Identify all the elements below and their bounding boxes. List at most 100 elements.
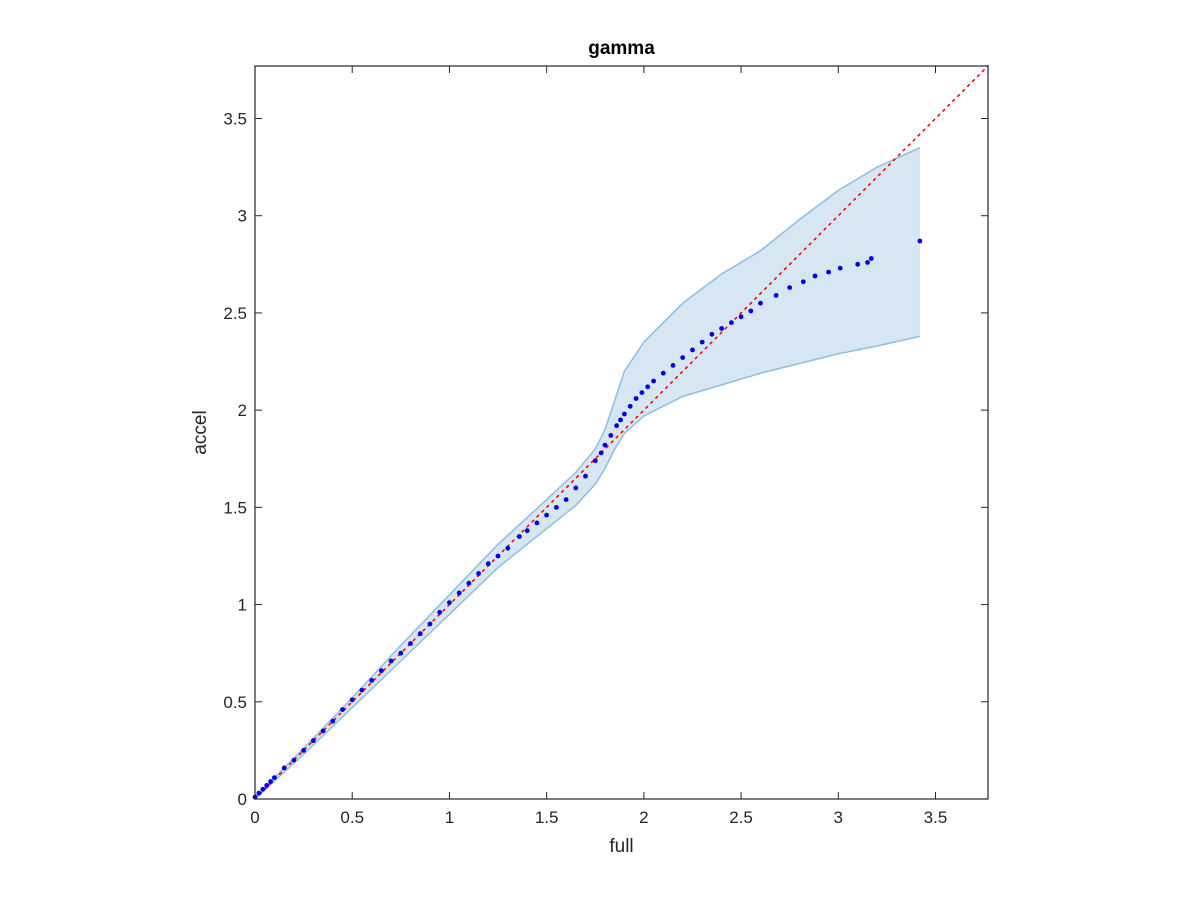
data-point <box>729 320 734 325</box>
data-point <box>268 779 273 784</box>
y-tick-label: 3 <box>238 207 247 226</box>
x-tick-label: 3.5 <box>924 808 948 827</box>
data-point <box>800 279 806 285</box>
data-point <box>320 728 326 734</box>
x-tick-label: 2.5 <box>729 808 753 827</box>
x-tick-label: 1 <box>445 808 454 827</box>
data-point <box>670 363 676 368</box>
data-point <box>758 300 763 306</box>
data-point <box>505 545 511 551</box>
data-point <box>447 600 452 605</box>
data-point <box>633 396 639 401</box>
data-point <box>379 668 384 674</box>
data-point <box>748 308 754 314</box>
data-point <box>639 390 645 395</box>
data-point <box>524 528 530 534</box>
data-point <box>310 738 316 744</box>
data-point <box>417 631 423 637</box>
x-tick-label: 2 <box>639 808 648 827</box>
data-point <box>787 285 793 290</box>
data-point <box>517 534 522 539</box>
data-point <box>865 260 870 265</box>
data-point <box>495 553 501 559</box>
data-point <box>868 256 874 261</box>
data-point <box>598 450 604 456</box>
data-point <box>690 347 695 353</box>
x-tick-label: 3 <box>834 808 843 827</box>
data-point <box>608 433 614 438</box>
data-point <box>826 269 831 275</box>
data-point <box>359 687 365 693</box>
tick-marks <box>254 66 988 800</box>
data-point <box>602 442 608 448</box>
y-tick-label: 3.5 <box>223 109 247 128</box>
confidence-band <box>255 147 920 799</box>
data-point <box>260 786 266 792</box>
data-point <box>408 641 413 646</box>
data-point <box>544 512 549 518</box>
data-point <box>627 403 633 409</box>
data-point <box>651 378 656 384</box>
x-tick-labels: 0 0.5 1 1.5 2 2.5 3 3.5 <box>250 808 947 827</box>
data-point <box>291 757 297 763</box>
confidence-band-upper-edge <box>254 147 921 798</box>
y-tick-label: 0 <box>238 790 247 809</box>
data-point <box>369 678 375 683</box>
data-point <box>660 370 666 376</box>
data-point <box>738 314 744 320</box>
data-point <box>340 707 345 712</box>
data-point <box>456 590 462 596</box>
data-point <box>534 520 540 526</box>
y-tick-label: 2 <box>238 401 247 420</box>
y-tick-label: 0.5 <box>223 693 247 712</box>
y-axis-label: accel <box>190 410 211 454</box>
data-point <box>614 423 619 429</box>
y-tick-label: 1 <box>238 596 247 615</box>
data-point <box>330 718 336 724</box>
data-point <box>349 697 355 703</box>
data-point <box>645 384 651 390</box>
reference-line <box>254 65 989 800</box>
data-point <box>437 609 443 615</box>
chart-title: gamma <box>588 38 655 59</box>
data-point <box>917 238 923 244</box>
data-point <box>427 621 433 627</box>
data-point <box>264 783 270 788</box>
data-point <box>699 339 705 345</box>
y-tick-labels: 0 0.5 1 1.5 2 2.5 3 3.5 <box>223 109 247 809</box>
data-point <box>563 497 569 502</box>
x-tick-label: 1.5 <box>535 808 559 827</box>
axes-frame <box>254 65 989 800</box>
data-point <box>773 293 779 298</box>
x-tick-label: 0.5 <box>340 808 364 827</box>
data-point <box>398 650 404 656</box>
data-point <box>554 505 559 510</box>
data-point <box>837 265 843 271</box>
data-point <box>618 417 623 423</box>
data-point <box>388 658 394 664</box>
data-point <box>719 326 724 331</box>
data-point <box>485 561 491 567</box>
data-point <box>272 775 277 780</box>
plot-area: 0 0.5 1 1.5 2 2.5 3 3.5 0 0.5 1 1.5 2 2.5 3 3.5 <box>223 65 989 827</box>
data-point <box>281 765 287 771</box>
data-point <box>476 571 481 576</box>
x-tick-label: 0 <box>250 808 259 827</box>
data-point <box>573 485 579 491</box>
data-point <box>622 411 627 417</box>
data-point <box>680 355 686 360</box>
data-point <box>301 748 306 753</box>
y-tick-label: 2.5 <box>223 304 247 323</box>
x-axis-label: full <box>609 836 633 857</box>
data-point <box>812 273 818 279</box>
data-point <box>466 580 472 586</box>
confidence-band-lower-edge <box>254 335 921 800</box>
data-point <box>592 458 598 464</box>
data-point <box>256 790 262 796</box>
data-point <box>855 261 861 267</box>
data-points <box>252 238 923 800</box>
data-point <box>709 331 715 337</box>
data-point <box>583 473 588 479</box>
y-tick-label: 1.5 <box>223 498 247 517</box>
